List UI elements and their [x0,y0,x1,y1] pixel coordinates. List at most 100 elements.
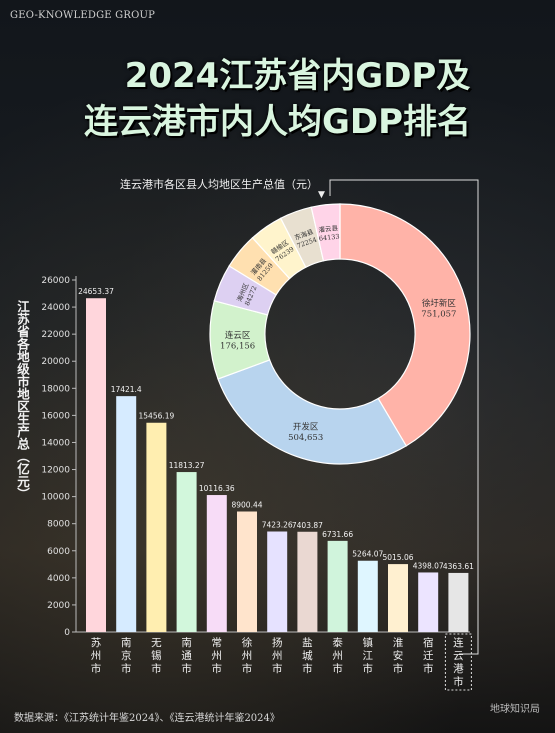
x-category-label: 安 [393,649,404,662]
x-category-label: 市 [151,662,162,675]
donut-title: 连云港市各区县人均地区生产总值（元） [120,178,318,191]
x-category-label: 南 [121,636,132,649]
bar-value-label: 15456.19 [139,412,175,421]
y-tick-label: 0 [64,628,70,638]
x-category-label: 市 [121,662,132,675]
y-tick-label: 2000 [47,601,70,611]
x-category-label: 盐 [302,636,313,649]
connector-line [329,179,479,655]
y-tick-label: 8000 [47,520,70,530]
donut-slice [310,203,341,262]
bar-y-axis-label: 江苏省各地级市地区生产总（亿元） [15,300,30,500]
x-category-label: 州 [272,650,283,662]
bar-value-label: 10116.36 [199,484,235,493]
x-category-label: 市 [332,662,343,675]
slice-value: 751,057 [421,309,456,319]
slice-value: 504,653 [288,433,323,443]
y-tick-label: 24000 [41,303,70,313]
bar-value-label: 7403.87 [292,521,323,530]
x-category-label: 镇 [363,636,374,649]
x-category-label: 锡 [151,649,162,662]
x-category-label: 京 [121,649,132,662]
bar [448,572,469,632]
x-category-label: 市 [181,662,192,675]
y-tick-label: 4000 [47,574,70,584]
x-category-label: 苏 [91,636,102,649]
slice-value: 176,156 [220,341,255,351]
data-source-note: 数据来源：《江苏统计年鉴2024》、《连云港统计年鉴2024》 [14,713,280,724]
x-category-label: 迁 [423,650,434,662]
y-tick-label: 6000 [47,547,70,557]
bar [267,531,288,632]
bar [327,540,348,632]
x-category-label: 市 [393,662,404,675]
x-category-label: 扬 [272,636,283,649]
bar-value-label: 5264.07 [352,550,383,559]
bar [237,511,257,632]
bar-value-label: 5015.06 [382,553,413,562]
x-category-label: 市 [423,662,434,675]
x-category-label: 市 [302,662,313,675]
page-title-line1: 2024江苏省内GDP及 [124,56,471,96]
x-category-label: 宿 [423,636,434,649]
highlight-box [444,633,472,691]
bar-value-label: 11813.27 [169,461,205,470]
bar [297,531,318,632]
y-tick-label: 16000 [41,411,70,421]
bar-value-label: 6731.66 [322,530,353,539]
donut-slice [339,203,471,447]
y-tick-label: 20000 [41,357,70,367]
page-title-line2: 连云港市内人均GDP排名 [83,102,472,142]
x-category-label: 泰 [332,636,343,649]
x-category-label: 市 [91,662,102,675]
slice-name: 开发区 [293,422,319,433]
x-category-label: 淮 [393,637,404,649]
y-tick-label: 26000 [41,276,70,286]
x-category-label: 港 [453,663,464,675]
bar-value-label: 7423.26 [262,521,293,530]
bar-value-label: 4398.07 [413,561,444,570]
bar [116,396,137,632]
x-category-label: 南 [181,636,192,649]
bar [388,564,408,632]
bar [146,422,167,632]
x-category-label: 市 [242,662,253,675]
x-category-label: 常 [212,636,223,649]
y-tick-label: 12000 [41,466,70,476]
slice-name: 徐圩新区 [422,298,457,309]
y-tick-label: 18000 [41,384,70,394]
x-category-label: 无 [151,637,162,649]
x-category-label: 州 [332,650,343,662]
x-category-label: 州 [242,650,253,662]
bar-value-label: 17421.4 [111,385,142,394]
x-category-label: 市 [272,662,283,675]
slice-value: 64133 [319,232,340,242]
x-category-label: 市 [212,662,223,675]
x-category-label: 通 [181,650,192,662]
bar-value-label: 4363.61 [443,562,474,571]
watermark-logo: 地球知识局 [490,704,540,715]
caption-arrow-icon: ▼ [318,190,325,200]
x-category-label: 市 [453,675,464,688]
x-category-label: 市 [363,662,374,675]
bar [357,560,378,632]
x-category-label: 徐 [242,636,253,649]
y-tick-label: 10000 [41,493,70,503]
y-tick-label: 14000 [41,438,70,448]
x-category-label: 州 [91,650,102,662]
bar-value-label: 8900.44 [231,501,262,510]
bar [206,495,227,632]
brand-logo-text: GEO-KNOWLEDGE GROUP [10,10,156,21]
bar-chart: 0 2000 4000 6000 8000 10000 12000 14000 16000 180… [41,276,474,691]
slice-name: 灌云县 [318,223,339,234]
x-category-label: 江 [363,650,374,662]
x-category-label: 云 [453,650,464,662]
bar [418,572,439,632]
x-category-label: 州 [212,650,223,662]
donut-slice [217,359,408,465]
